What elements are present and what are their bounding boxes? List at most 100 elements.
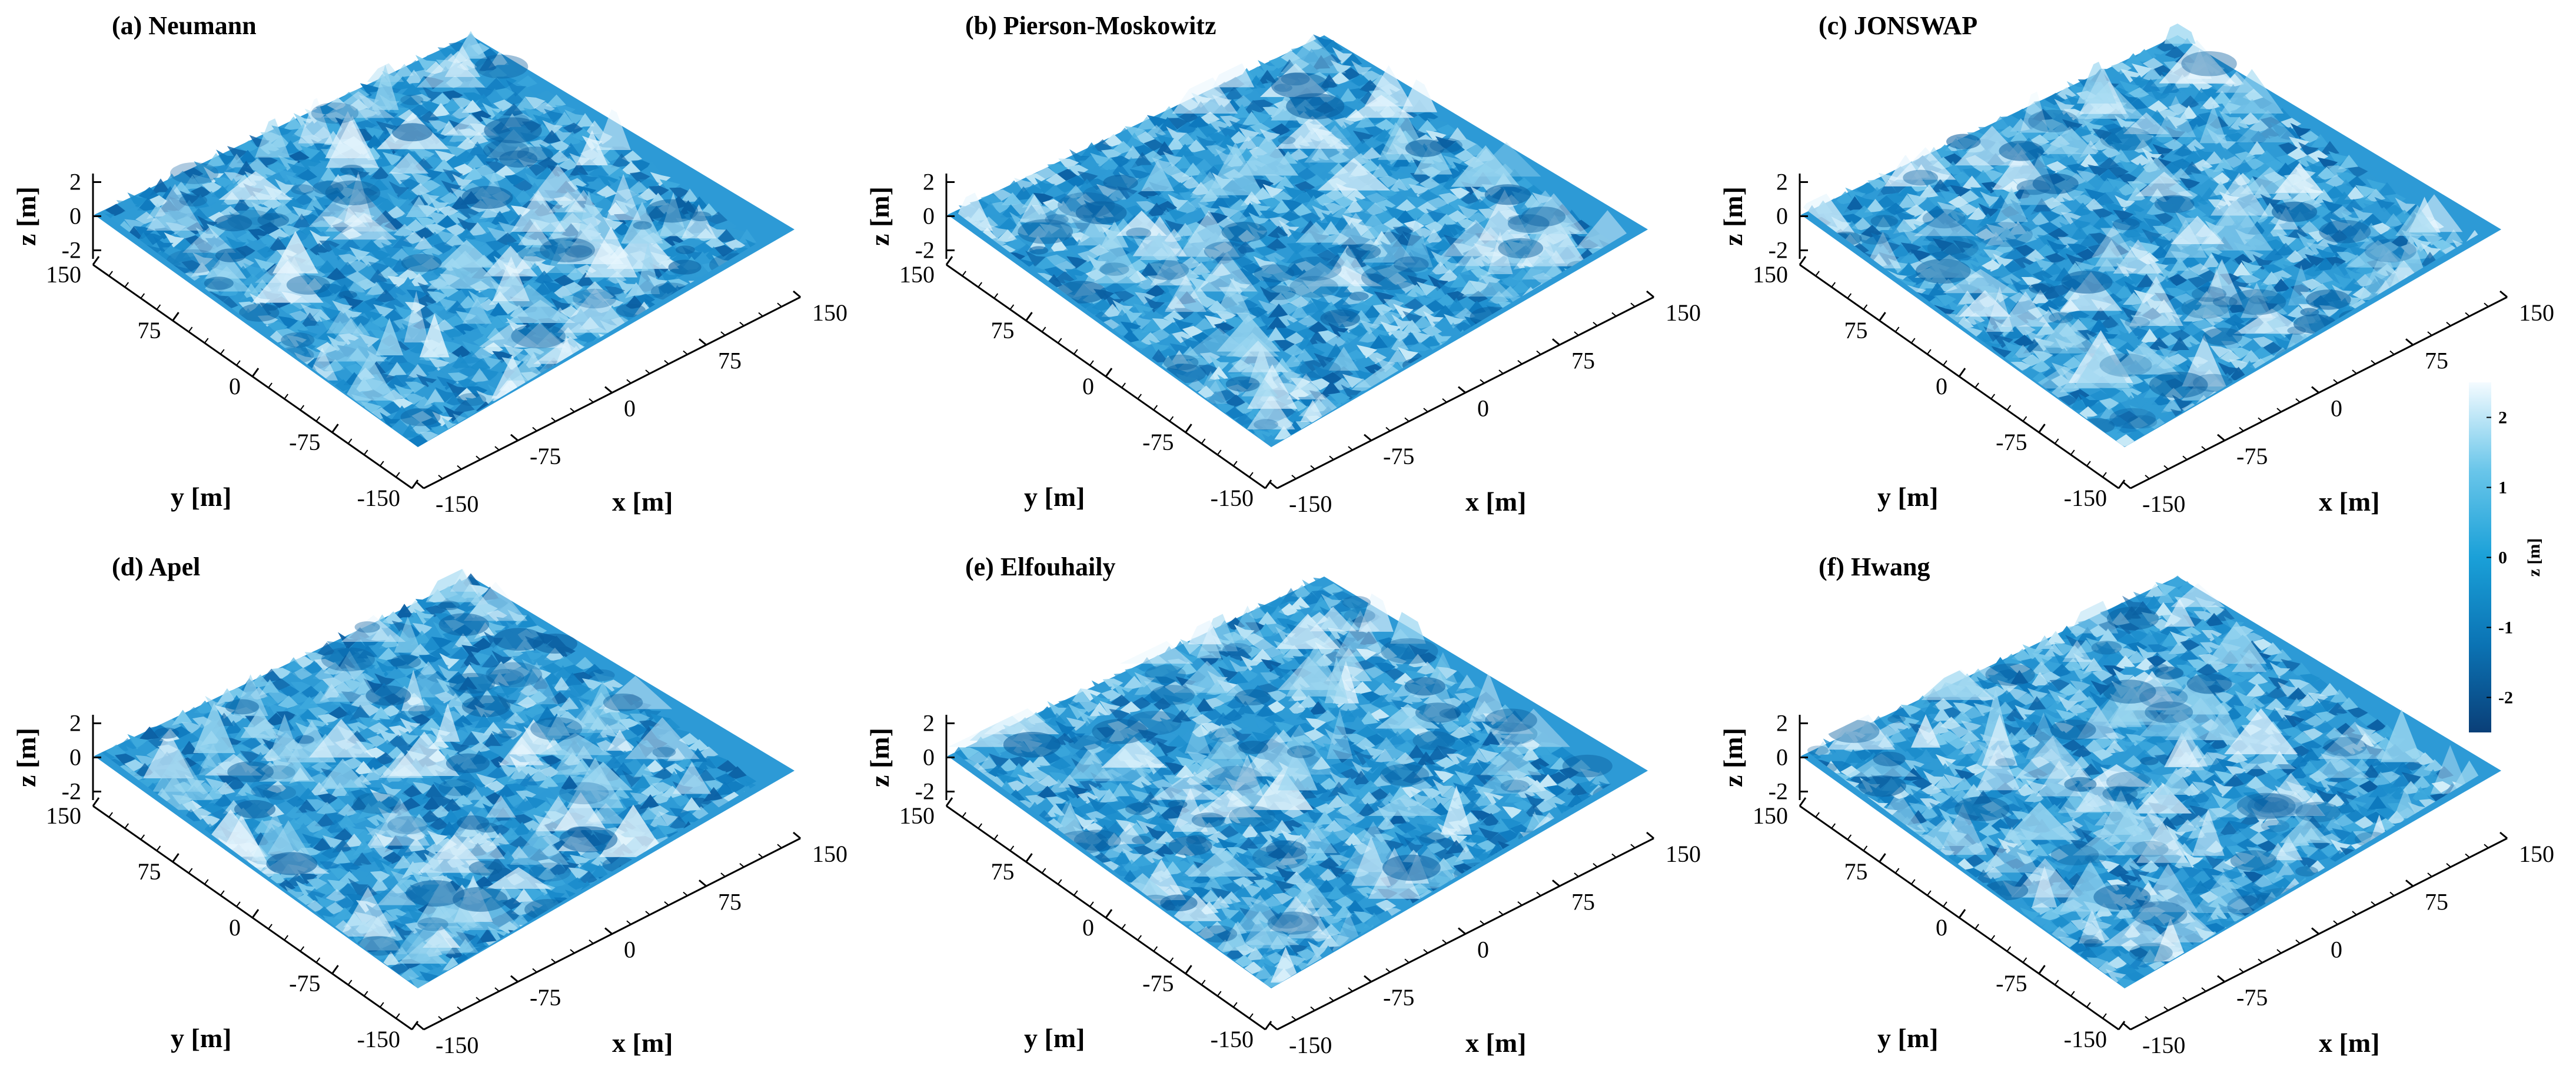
y-minor-tick <box>140 834 145 840</box>
y-minor-tick <box>1025 857 1031 862</box>
z-tick-label: -2 <box>62 778 81 805</box>
y-minor-tick <box>1041 327 1046 332</box>
panel-1: (b) Pierson-Moskowitz 2 0 -2 z [m] -150 -75 0 75… <box>865 11 1701 517</box>
colorbar-tick-label: -1 <box>2498 618 2513 638</box>
surface-texture <box>94 565 795 988</box>
z-axis-label: z [m] <box>1718 728 1748 787</box>
x-minor-tick <box>551 417 556 422</box>
x-tick-label: 150 <box>2519 841 2554 867</box>
x-minor-tick <box>1611 853 1617 858</box>
x-minor-tick <box>2201 987 2206 992</box>
y-minor-tick <box>92 259 97 265</box>
x-minor-tick <box>457 1006 462 1011</box>
x-minor-tick <box>2484 302 2489 308</box>
z-axis-label: z [m] <box>11 186 41 246</box>
z-tick-label: -2 <box>1769 237 1788 264</box>
x-minor-tick <box>683 891 688 897</box>
x-tick-label: 75 <box>718 347 742 374</box>
y-minor-tick <box>2038 968 2043 974</box>
y-minor-tick <box>156 304 161 310</box>
x-minor-tick <box>476 455 481 461</box>
x-minor-tick <box>626 379 631 384</box>
y-tick-label: -75 <box>1142 970 1174 997</box>
x-minor-tick <box>1517 901 1523 906</box>
y-tick-label: -150 <box>1211 1026 1254 1052</box>
x-minor-tick <box>1291 1015 1297 1021</box>
x-minor-tick <box>1611 312 1617 317</box>
y-minor-tick <box>978 282 982 288</box>
x-minor-tick <box>551 958 556 964</box>
x-axis-label: x [m] <box>2319 487 2379 517</box>
y-minor-tick <box>1057 879 1062 885</box>
x-minor-tick <box>1423 949 1428 954</box>
x-minor-tick <box>607 388 613 394</box>
y-minor-tick <box>2054 438 2059 444</box>
x-minor-tick <box>1367 977 1372 982</box>
x-minor-tick <box>2484 844 2489 849</box>
y-tick-label: -150 <box>357 485 400 511</box>
y-minor-tick <box>411 1024 416 1030</box>
x-minor-tick <box>438 474 443 479</box>
x-tick-label: 150 <box>2519 299 2554 326</box>
y-minor-tick <box>2022 957 2027 963</box>
y-minor-tick <box>1073 349 1078 355</box>
x-minor-tick <box>438 1015 443 1021</box>
y-minor-tick <box>268 924 272 930</box>
y-minor-tick <box>124 823 129 829</box>
x-tick-label: 0 <box>1477 937 1489 963</box>
y-minor-tick <box>1089 360 1094 366</box>
y-minor-tick <box>1009 304 1015 310</box>
x-minor-tick <box>720 872 726 877</box>
x-minor-tick <box>1498 911 1504 915</box>
y-minor-tick <box>411 483 416 489</box>
y-minor-tick <box>1847 834 1852 840</box>
x-minor-tick <box>2314 388 2319 394</box>
y-minor-tick <box>172 857 177 862</box>
y-minor-tick <box>1249 1013 1254 1019</box>
y-minor-tick <box>140 293 145 299</box>
x-minor-tick <box>664 359 669 365</box>
x-minor-tick <box>1272 1025 1278 1030</box>
y-minor-tick <box>1975 924 1979 930</box>
x-minor-tick <box>702 882 707 887</box>
y-minor-tick <box>1089 901 1094 907</box>
x-tick-label: -150 <box>1289 491 1332 517</box>
panel-0: (a) Neumann 2 0 -2 z [m] -150 -75 0 75 150 y [m] -1… <box>11 11 847 517</box>
y-tick-label: 0 <box>229 914 241 941</box>
x-minor-tick <box>607 930 613 935</box>
y-minor-tick <box>1926 349 1932 355</box>
y-minor-tick <box>2038 427 2043 433</box>
y-minor-tick <box>1799 801 1804 807</box>
y-tick-label: -75 <box>289 970 320 997</box>
x-minor-tick <box>2258 958 2263 964</box>
x-minor-tick <box>476 997 481 1002</box>
y-tick-label: -75 <box>289 429 320 455</box>
x-minor-tick <box>494 446 500 451</box>
x-minor-tick <box>589 398 594 403</box>
x-minor-tick <box>1574 872 1579 877</box>
x-minor-tick <box>1593 321 1598 327</box>
y-minor-tick <box>1831 823 1836 829</box>
z-tick-label: 0 <box>1776 203 1788 229</box>
x-axis-label: x [m] <box>612 487 673 517</box>
y-tick-label: -75 <box>1996 429 2027 455</box>
y-minor-tick <box>993 834 999 840</box>
x-minor-tick <box>2446 321 2451 327</box>
x-minor-tick <box>1593 862 1598 868</box>
x-minor-tick <box>777 302 782 308</box>
y-minor-tick <box>188 868 193 874</box>
y-minor-tick <box>92 801 97 807</box>
x-minor-tick <box>1329 997 1334 1002</box>
y-minor-tick <box>156 845 161 851</box>
y-tick-label: -75 <box>1996 970 2027 997</box>
x-minor-tick <box>1272 484 1278 489</box>
y-minor-tick <box>2070 991 2075 997</box>
y-tick-label: -75 <box>1142 429 1174 455</box>
x-minor-tick <box>2220 436 2225 441</box>
y-minor-tick <box>395 472 400 478</box>
y-minor-tick <box>300 946 305 952</box>
x-minor-tick <box>1649 293 1654 298</box>
x-tick-label: 150 <box>1666 299 1701 326</box>
y-minor-tick <box>1137 935 1142 941</box>
x-minor-tick <box>532 968 537 973</box>
